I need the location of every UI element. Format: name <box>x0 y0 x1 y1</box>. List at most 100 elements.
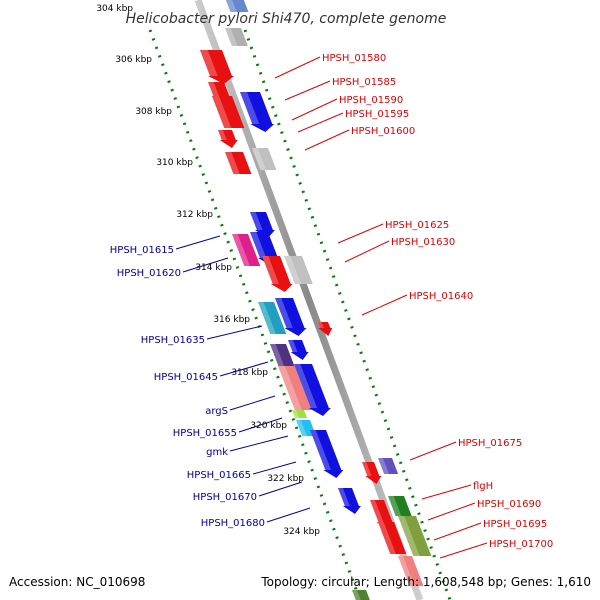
gene-block <box>218 130 238 148</box>
leader-line <box>439 542 488 559</box>
gene-shade <box>398 556 415 586</box>
gene-labels: HPSH_01580 HPSH_01585 HPSH_01590 HPSH_01595… <box>110 53 553 550</box>
kbp-tick-label: 324 kbp <box>283 527 320 537</box>
gene-shade <box>284 256 302 284</box>
gene-shade <box>278 366 302 410</box>
gene-label-reverse: HPSH_01620 <box>117 268 181 279</box>
gene-body <box>288 340 307 352</box>
gene-label-forward: HPSH_01695 <box>483 519 547 530</box>
leader-line <box>409 441 457 461</box>
gene-label-reverse: HPSH_01635 <box>141 335 205 346</box>
gene-block <box>294 364 331 416</box>
leader-line <box>182 257 229 273</box>
gene-arrowhead <box>290 352 309 360</box>
gene-label-forward: HPSH_01690 <box>477 499 541 510</box>
gene-shade <box>310 430 331 470</box>
gene-body <box>278 366 315 410</box>
gene-label-forward: HPSH_01585 <box>332 77 396 88</box>
gene-label-forward: HPSH_01595 <box>345 109 409 120</box>
gene-block <box>288 340 309 360</box>
leader-line <box>175 235 221 250</box>
gene-body <box>258 302 287 334</box>
gene-shade <box>270 344 285 366</box>
gene-body <box>249 232 278 258</box>
gene-arrowhead <box>284 328 307 336</box>
label-leader-lines <box>175 56 488 559</box>
genome-title: Helicobacter pylori Shi470, complete gen… <box>126 11 447 27</box>
gene-label-forward: HPSH_01580 <box>322 53 386 64</box>
gene-body <box>208 82 230 96</box>
gene-body <box>294 364 329 408</box>
gene-body <box>388 496 412 516</box>
gene-shade <box>249 212 263 230</box>
gene-body <box>200 50 232 76</box>
gene-body <box>362 462 380 476</box>
gene-block <box>270 344 295 366</box>
kbp-tick-label: 304 kbp <box>96 4 133 14</box>
gene-label-reverse: argS <box>205 406 228 417</box>
gene-arrowhead <box>219 140 238 148</box>
gene-label-reverse: gmk <box>206 447 228 458</box>
leader-line <box>284 80 331 101</box>
leader-line <box>337 223 384 244</box>
kbp-tick-label: 312 kbp <box>176 210 213 220</box>
gene-arrowhead <box>342 506 361 514</box>
gene-block <box>249 212 275 238</box>
gene-shade <box>388 496 402 516</box>
gene-block <box>222 0 249 12</box>
gene-body <box>378 522 407 554</box>
gene-arrowhead <box>323 470 344 478</box>
gene-arrowhead <box>270 284 293 292</box>
gene-block <box>232 234 261 266</box>
gene-shade <box>208 82 219 96</box>
leader-line <box>344 240 390 263</box>
gene-label-reverse: HPSH_01680 <box>201 518 265 529</box>
gene-body <box>310 430 342 470</box>
gene-features <box>200 0 432 600</box>
gene-block <box>292 410 308 418</box>
gene-body <box>292 410 308 418</box>
leader-line <box>304 129 350 151</box>
kbp-tick-label: 310 kbp <box>156 158 193 168</box>
kbp-tick-label: 318 kbp <box>231 368 268 378</box>
gene-body <box>338 488 359 506</box>
gene-block <box>318 322 333 336</box>
gene-block <box>258 302 287 334</box>
gene-shade <box>232 234 250 266</box>
gene-block <box>212 96 245 128</box>
gene-body <box>252 148 277 170</box>
leader-line <box>252 461 297 475</box>
gene-block <box>378 522 407 554</box>
gene-shade <box>378 458 390 474</box>
gene-block <box>352 590 372 600</box>
gene-block <box>275 298 307 336</box>
gene-shade <box>222 0 237 12</box>
kbp-ticks: 304 kbp 306 kbp 308 kbp 310 kbp 312 kbp 314 k… <box>96 4 320 537</box>
gene-label-forward: HPSH_01630 <box>391 237 455 248</box>
gene-block <box>398 556 424 586</box>
gene-block <box>338 488 361 514</box>
gene-shade <box>292 410 300 418</box>
gene-body <box>398 516 432 556</box>
gene-shade <box>252 148 267 170</box>
gene-block <box>388 496 412 516</box>
kbp-tick-label: 320 kbp <box>250 421 287 431</box>
accession-text: Accession: NC_010698 <box>9 575 145 589</box>
gene-body <box>225 152 252 174</box>
gene-block <box>225 152 252 174</box>
gene-shade <box>218 130 227 140</box>
gene-shade <box>318 322 324 328</box>
gene-body <box>240 92 273 124</box>
gene-body <box>378 458 399 474</box>
gene-label-forward: HPSH_01600 <box>351 126 415 137</box>
kbp-tick-label: 308 kbp <box>135 107 172 117</box>
gene-arrowhead <box>365 476 382 484</box>
gene-body <box>270 344 295 366</box>
gene-shade <box>212 96 232 128</box>
gene-shade <box>338 488 350 506</box>
gene-shade <box>288 340 298 352</box>
kbp-tick-label: 306 kbp <box>115 55 152 65</box>
gene-shade <box>225 152 240 174</box>
gene-body <box>262 256 291 284</box>
gene-label-forward: flgH <box>473 481 493 492</box>
